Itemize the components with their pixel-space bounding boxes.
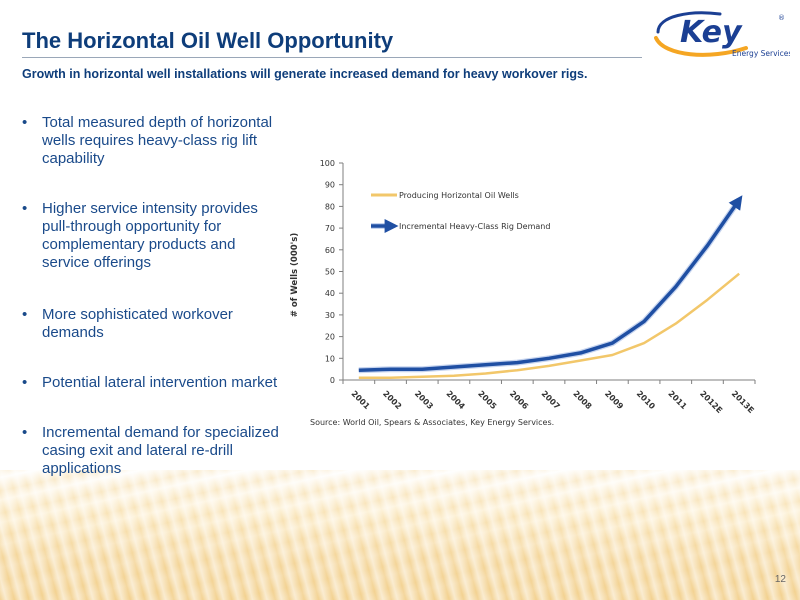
wells-line-chart: # of Wells (000's) 0 10 20 30 40 50 60 70 80 90 10… xyxy=(290,159,756,415)
slide-title: The Horizontal Oil Well Opportunity xyxy=(22,28,394,53)
title-divider xyxy=(22,57,642,58)
x-tick-label: 2008 xyxy=(571,389,593,411)
y-tick-label: 40 xyxy=(325,289,335,298)
page-number: 12 xyxy=(774,574,786,585)
y-tick-label: 80 xyxy=(325,202,335,211)
series-line-producing-wells xyxy=(358,272,740,380)
bullet-item: • Potential lateral intervention market xyxy=(20,374,280,392)
logo-swoosh-blue xyxy=(656,11,722,34)
chart-source-note: Source: World Oil, Spears & Associates, … xyxy=(310,418,555,427)
y-tick-label: 60 xyxy=(325,246,335,255)
bullet-text: More sophisticated workover demands xyxy=(42,306,233,341)
y-tick-label: 0 xyxy=(330,376,335,385)
x-tick-label: 2010 xyxy=(635,389,657,411)
x-tick-label: 2004 xyxy=(445,389,467,411)
bullet-marker: • xyxy=(22,114,28,131)
logo-swoosh-orange xyxy=(654,36,748,57)
logo-brand-text: Key xyxy=(680,15,743,50)
x-tick-label: 2002 xyxy=(381,389,403,411)
x-tick-label: 2001 xyxy=(349,389,371,411)
x-tick-label: 2012E xyxy=(698,389,724,415)
decorative-background-band xyxy=(0,470,800,600)
bullet-marker: • xyxy=(22,424,28,441)
bullet-marker: • xyxy=(22,200,28,217)
bullet-item: • Total measured depth of horizontal wel… xyxy=(20,114,280,168)
bullet-marker: • xyxy=(22,374,28,391)
y-tick-label: 50 xyxy=(325,268,335,277)
x-tick-label: 2013E xyxy=(730,389,756,415)
bullet-marker: • xyxy=(22,306,28,323)
logo-tagline: Energy Services xyxy=(732,49,790,58)
legend-label-producing-wells: Producing Horizontal Oil Wells xyxy=(399,191,519,200)
bullet-item: • Higher service intensity provides pull… xyxy=(20,200,280,272)
y-tick-label: 90 xyxy=(325,181,335,190)
x-tick-label: 2009 xyxy=(603,389,625,411)
y-axis-label: # of Wells (000's) xyxy=(290,233,300,318)
bullet-item: • More sophisticated workover demands xyxy=(20,306,280,342)
bullet-text: Incremental demand for specialized casin… xyxy=(42,424,279,477)
x-tick-label: 2005 xyxy=(476,389,498,411)
bullet-item: • Incremental demand for specialized cas… xyxy=(20,424,280,478)
bullet-text: Higher service intensity provides pull-t… xyxy=(42,200,258,271)
x-tick-label: 2003 xyxy=(413,389,435,411)
y-tick-label: 20 xyxy=(325,333,335,342)
y-tick-label: 70 xyxy=(325,224,335,233)
logo-registered-mark: ® xyxy=(778,14,785,22)
x-tick-label: 2007 xyxy=(540,389,562,411)
series-line-rig-demand xyxy=(358,195,743,372)
legend-label-rig-demand: Incremental Heavy-Class Rig Demand xyxy=(399,222,550,231)
y-tick-label: 100 xyxy=(320,159,335,168)
slide-subtitle: Growth in horizontal well installations … xyxy=(22,67,588,81)
y-tick-label: 10 xyxy=(325,354,335,363)
key-energy-logo: Key ® Energy Services xyxy=(654,11,790,58)
bullet-list: • Total measured depth of horizontal wel… xyxy=(20,114,280,478)
y-tick-label: 30 xyxy=(325,311,335,320)
x-tick-label: 2006 xyxy=(508,389,530,411)
bullet-text: Total measured depth of horizontal wells… xyxy=(42,114,273,167)
bullet-text: Potential lateral intervention market xyxy=(42,374,278,391)
x-tick-label: 2011 xyxy=(666,389,688,411)
